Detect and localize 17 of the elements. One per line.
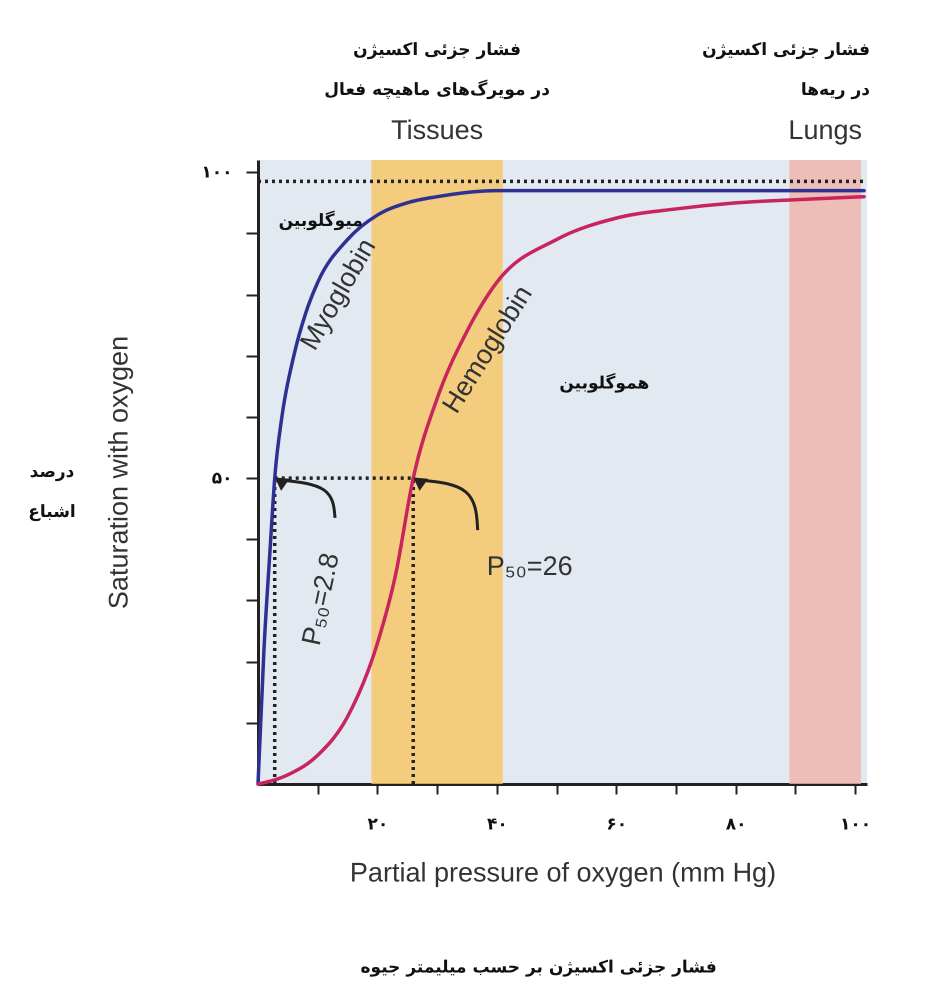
text: فشار جزئی اکسیژن در مویرگ‌های ماهیچه فعال [324, 40, 550, 100]
annotation: هموگلوبین [559, 372, 650, 394]
x-tick-label: ۲۰ [368, 814, 388, 834]
text: فشار جزئی اکسیژن بر حسب میلیمتر جیوه [360, 958, 717, 978]
annotation: P₅₀=2.8 [296, 550, 345, 648]
band-label: Lungs [788, 115, 862, 146]
x-tick-label: ۶۰ [606, 814, 628, 834]
x-tick-label: ۱۰۰ [840, 814, 872, 834]
y-axis-title: Saturation with oxygen [103, 336, 134, 610]
x-tick-label: ۸۰ [726, 814, 747, 834]
x-tick-label: ۴۰ [486, 814, 508, 834]
text: درصد اشباع [28, 462, 76, 522]
band-label: Tissues [391, 115, 484, 146]
x-axis-title: Partial pressure of oxygen (mm Hg) [350, 858, 776, 888]
annotation: میوگلوبین [278, 210, 363, 232]
y-tick-label: ۵۰ [212, 468, 232, 489]
text: فشار جزئی اکسیژن در ریه‌ها [702, 40, 870, 100]
